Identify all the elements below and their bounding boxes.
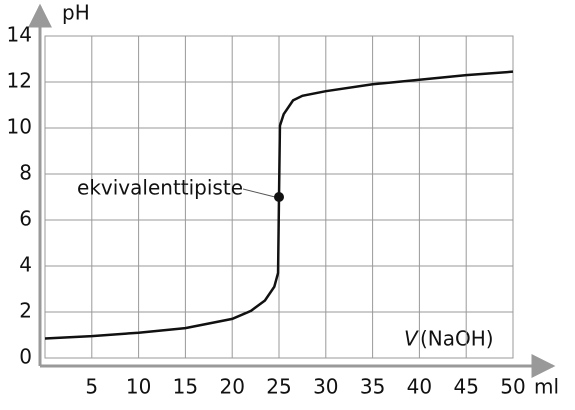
x-tick-label: 30 (313, 375, 338, 399)
x-tick-label: 10 (126, 375, 151, 399)
y-axis-label: pH (62, 1, 90, 25)
y-tick-label: 14 (7, 23, 32, 47)
x-axis-label: (NaOH) (420, 327, 494, 351)
y-tick-label: 4 (19, 253, 32, 277)
x-tick-label: 45 (453, 375, 478, 399)
x-axis-unit: ml (534, 375, 559, 399)
y-tick-label: 12 (7, 69, 32, 93)
y-tick-label: 8 (19, 161, 32, 185)
x-axis-symbol: V (404, 327, 419, 351)
x-tick-label: 20 (219, 375, 244, 399)
x-tick-label: 15 (173, 375, 198, 399)
y-tick-label: 10 (7, 115, 32, 139)
x-tick-label: 5 (85, 375, 98, 399)
leader-line (242, 188, 276, 198)
y-tick-label: 2 (19, 299, 32, 323)
x-tick-label: 50 (500, 375, 525, 399)
y-tick-label: 6 (19, 207, 32, 231)
x-tick-label: 35 (360, 375, 385, 399)
x-tick-label: 40 (407, 375, 432, 399)
equivalence-point (274, 192, 284, 202)
x-tick-label: 25 (266, 375, 291, 399)
y-tick-label: 0 (19, 345, 32, 369)
annotation: ekvivalenttipiste (77, 176, 243, 200)
